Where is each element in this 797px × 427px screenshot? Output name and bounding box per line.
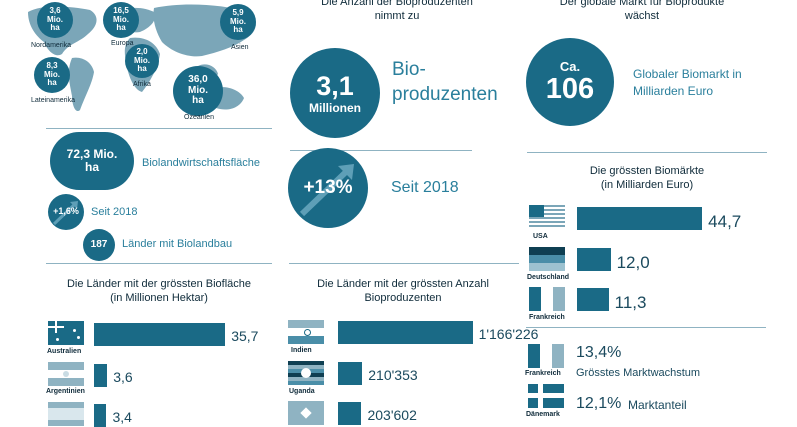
producers-chart-value-2: 203'602 — [367, 407, 417, 423]
area-chart-bar-1 — [94, 364, 108, 387]
producers-chart-bar-2 — [338, 402, 362, 425]
area-growth-value: +1,6% — [53, 206, 79, 217]
area-chart-value-2: 3,4 — [112, 409, 132, 425]
market-circle: Ca. 106 — [526, 38, 614, 126]
growth-top-label: Grösstes Marktwachstum — [576, 367, 701, 379]
flag-australien-icon — [48, 321, 84, 345]
flag-indien-icon — [288, 320, 324, 344]
producers-heading: Die Anzahl der Bioproduzenten nimmt zu — [321, 0, 473, 22]
area-circle: 72,3 Mio. ha — [50, 132, 134, 190]
producers-chart-title: Die Länder mit der grössten Anzahl Biopr… — [317, 278, 489, 304]
divider-line — [289, 263, 519, 264]
market-label: Globaler Biomarkt in Milliarden Euro — [633, 67, 742, 98]
producers-chart-category-1: Uganda — [289, 388, 315, 395]
divider-line — [46, 263, 272, 264]
producers-chart-value-0: 1'166'226 — [478, 326, 539, 342]
producers-growth-circle: +13% — [288, 148, 368, 228]
producers-growth-value: +13% — [303, 177, 353, 199]
market-value: 106 — [545, 72, 595, 105]
area-growth-label: Seit 2018 — [91, 206, 138, 218]
region-label-asien: Asien — [231, 44, 249, 51]
share-country-label: Dänemark — [526, 411, 560, 418]
market-chart-title: Die grössten Biomärkte (in Milliarden Eu… — [589, 165, 705, 191]
flag-uganda-icon — [288, 361, 324, 385]
area-growth-circle: +1,6% — [48, 194, 84, 230]
market-chart-category-0: USA — [533, 233, 548, 240]
market-chart-category-2: Frankreich — [529, 314, 565, 321]
area-chart-value-1: 3,6 — [113, 369, 133, 385]
divider-line — [46, 128, 272, 129]
flag-deutschland-icon — [529, 247, 565, 271]
divider-line — [526, 327, 766, 328]
region-bubble-ozeanien: 36,0 Mio. ha — [173, 66, 223, 116]
market-chart-value-0: 44,7 — [708, 212, 742, 231]
flag-argentinien-icon — [48, 362, 84, 386]
area-chart-category-0: Australien — [47, 348, 82, 355]
area-chart-bar-2 — [94, 404, 107, 427]
market-heading: Der globale Markt für Bioprodukte wächst — [559, 0, 725, 22]
divider-line — [290, 150, 472, 151]
market-prefix: Ca. — [559, 58, 581, 74]
region-bubble-europa: 16,5 Mio. ha — [103, 2, 139, 38]
growth-top-value: 13,4% — [576, 344, 622, 361]
market-chart-category-1: Deutschland — [527, 274, 570, 281]
countries-circle: 187 — [83, 229, 115, 261]
region-bubble-asien: 5,9 Mio. ha — [220, 4, 256, 40]
region-bubble-afrika: 2,0 Mio. ha — [125, 44, 159, 78]
region-bubble-nordamerika: 3,6 Mio. ha — [37, 2, 73, 38]
producers-chart-value-1: 210'353 — [368, 367, 418, 383]
flag-icon — [48, 402, 84, 426]
region-label-ozeanien: Ozeanien — [184, 114, 214, 121]
producers-chart-bar-1 — [338, 362, 363, 385]
producers-chart-category-0: Indien — [291, 347, 312, 354]
producers-count-value: 3,1 — [316, 70, 354, 101]
market-chart-value-1: 12,0 — [616, 253, 650, 272]
region-label-nordamerika: Nordamerika — [31, 42, 72, 49]
producers-count-unit: Millionen — [309, 100, 361, 115]
market-chart-bar-2 — [577, 288, 609, 311]
area-label: Biolandwirtschaftsfläche — [142, 157, 261, 169]
producers-growth-label: Seit 2018 — [391, 179, 459, 196]
area-chart-value-0: 35,7 — [231, 328, 259, 344]
growth-country-label: Frankreich — [525, 370, 561, 377]
flag-usa-icon — [529, 205, 565, 229]
market-chart-bar-0 — [577, 207, 703, 230]
trend-arrow-icon — [299, 164, 354, 217]
region-label-afrika: Afrika — [133, 81, 151, 88]
area-chart-category-1: Argentinien — [46, 388, 85, 395]
flag-frankreich-icon — [528, 344, 564, 368]
area-chart-bar-0 — [94, 323, 226, 346]
producers-count-circle: 3,1 Millionen — [290, 48, 380, 138]
flag-frankreich-icon — [529, 287, 565, 311]
flag-icon — [288, 401, 324, 425]
region-bubble-lateinamerika: 8,3 Mio. ha — [34, 57, 70, 93]
trend-arrow-icon — [52, 201, 78, 226]
market-chart-value-2: 11,3 — [614, 293, 647, 312]
area-chart-title: Die Länder mit der grössten Biofläche (i… — [66, 278, 252, 304]
flag-daenemark-icon — [528, 384, 564, 408]
producers-chart-bar-0 — [338, 321, 473, 344]
market-chart-bar-1 — [577, 248, 611, 271]
divider-line — [527, 152, 767, 153]
region-label-europa: Europa — [111, 40, 134, 47]
region-label-lateinamerika: Lateinamerika — [31, 97, 75, 104]
growth-share-label: Marktanteil — [628, 398, 687, 412]
producers-count-label: Bio- produzenten — [392, 59, 498, 105]
countries-label: Länder mit Biolandbau — [122, 238, 233, 250]
growth-share-value: 12,1% — [576, 395, 622, 412]
